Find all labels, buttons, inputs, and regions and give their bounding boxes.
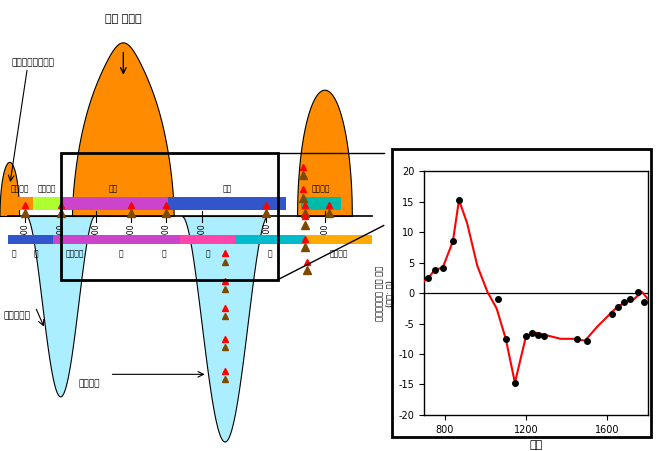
Point (492, 296, 503, 303)
Text: 오대십국: 오대십국 (65, 250, 84, 259)
Bar (235, 235, 305, 244)
Text: 명: 명 (205, 250, 210, 259)
Text: 2000: 2000 (320, 223, 330, 243)
Text: 당: 당 (34, 250, 39, 259)
Point (521, 332, 532, 339)
Point (447, 238, 458, 245)
Point (639, 299, 649, 306)
Point (624, 296, 635, 303)
Text: 고려: 고려 (109, 184, 118, 193)
Text: 대한민국: 대한민국 (312, 184, 330, 193)
Point (633, 288, 644, 295)
Point (438, 264, 448, 271)
Text: 중세 온난기: 중세 온난기 (105, 14, 141, 23)
Text: 송: 송 (119, 250, 124, 259)
Text: 원: 원 (162, 250, 166, 259)
Text: 800: 800 (56, 223, 65, 238)
Bar (305, 235, 372, 244)
Polygon shape (182, 216, 268, 442)
Point (423, 274, 434, 281)
Polygon shape (72, 43, 174, 216)
Text: 동일신라: 동일신라 (38, 184, 56, 193)
Point (527, 329, 538, 336)
Point (619, 299, 629, 306)
Point (539, 332, 549, 339)
Point (429, 267, 440, 274)
Text: 조선: 조선 (222, 184, 232, 193)
Bar (8, 197, 34, 210)
Bar (301, 197, 341, 210)
Text: 중세암흑기: 중세암흑기 (4, 311, 31, 320)
Polygon shape (297, 90, 353, 216)
Point (582, 337, 592, 344)
Bar (61, 153, 278, 280)
Point (613, 303, 623, 310)
Point (572, 335, 582, 342)
Text: 600: 600 (197, 223, 206, 238)
Text: 1800: 1800 (262, 223, 270, 243)
Point (510, 379, 520, 386)
Bar (96, 235, 149, 244)
Bar (34, 197, 61, 210)
Y-axis label: 지구자기장의 편각 변화
(단위: 도): 지구자기장의 편각 변화 (단위: 도) (375, 266, 395, 321)
Bar (8, 235, 22, 244)
Bar (149, 235, 180, 244)
Bar (61, 197, 168, 210)
Text: 로마시대기후최적: 로마시대기후최적 (12, 59, 55, 68)
Point (454, 196, 465, 203)
Bar (180, 235, 235, 244)
Text: 삼국시대: 삼국시대 (11, 184, 29, 193)
Point (606, 311, 617, 318)
Text: 600: 600 (21, 223, 30, 238)
Polygon shape (0, 162, 20, 216)
Text: 중화민국: 중화민국 (330, 250, 348, 259)
Bar (22, 235, 53, 244)
Text: 400: 400 (162, 223, 171, 238)
X-axis label: 연도: 연도 (530, 440, 543, 450)
Point (501, 335, 511, 342)
Text: 200: 200 (126, 223, 136, 238)
Bar (168, 197, 286, 210)
Text: 청: 청 (268, 250, 272, 259)
Text: 수: 수 (11, 250, 16, 259)
Point (533, 331, 544, 338)
Text: 000: 000 (91, 223, 101, 238)
Polygon shape (26, 216, 95, 397)
Text: 소빙하기: 소빙하기 (78, 379, 100, 388)
Bar (53, 235, 96, 244)
